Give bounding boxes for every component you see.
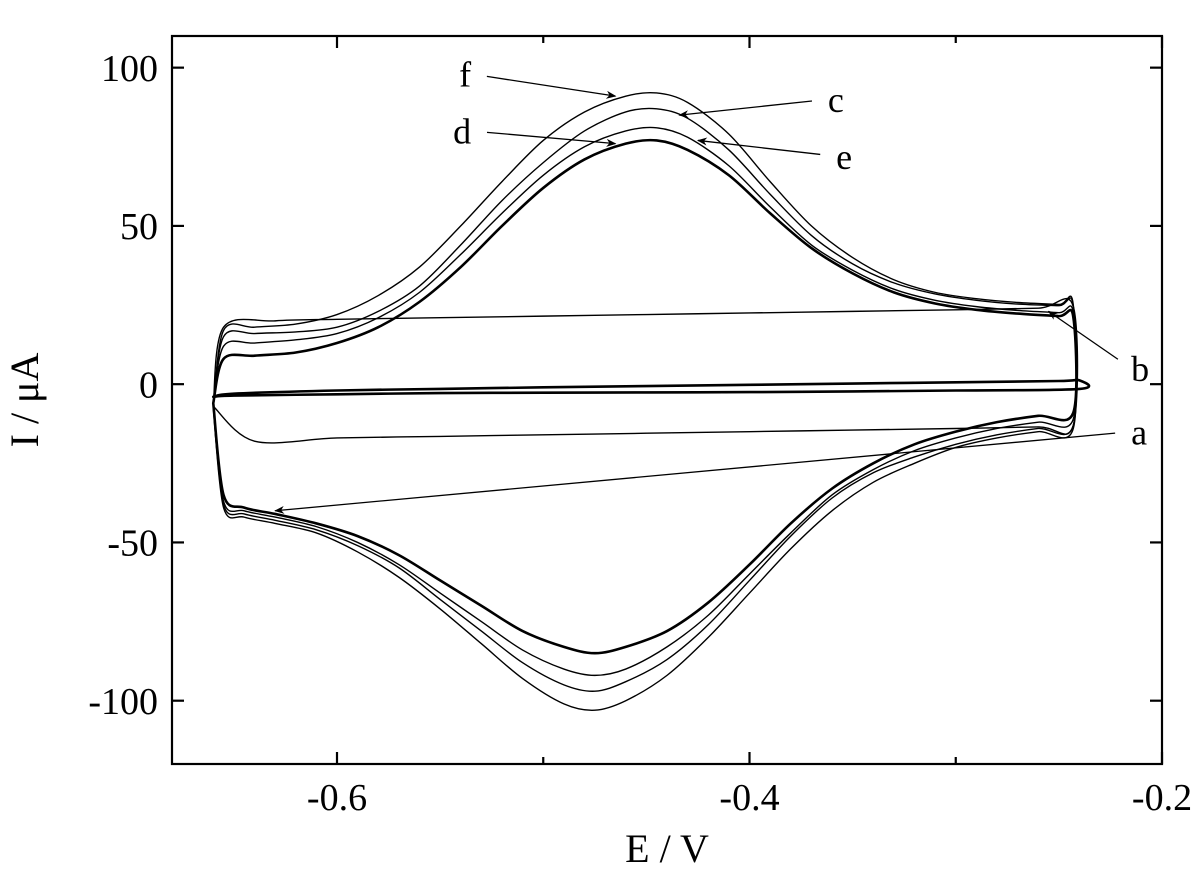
annotation-label-f: f — [459, 55, 471, 95]
annotation-arrow-a — [275, 433, 1115, 511]
y-tick-label: 50 — [120, 206, 158, 248]
y-tick-label: 0 — [139, 364, 158, 406]
curve-f — [213, 93, 1076, 711]
curve-c — [213, 108, 1076, 691]
y-tick-label: -50 — [107, 523, 158, 565]
x-tick-label: -0.4 — [719, 777, 779, 819]
annotation-arrow-e — [698, 140, 820, 154]
chart-svg: -0.6 -0.4 -0.2 -100 -50 0 50 100 E / V I / μA fd ce… — [0, 0, 1198, 879]
curve-d — [213, 140, 1076, 653]
x-tick-label: -0.6 — [307, 777, 367, 819]
y-tick-label: -100 — [88, 681, 158, 723]
annotation-arrow-c — [679, 101, 812, 115]
y-axis-label: I / μA — [2, 353, 47, 448]
plot-border — [172, 36, 1162, 764]
annotation-label-c: c — [828, 80, 844, 120]
annotation-arrow-b — [1049, 311, 1118, 359]
annotation-label-b: b — [1131, 349, 1149, 389]
cv-chart: -0.6 -0.4 -0.2 -100 -50 0 50 100 E / V I / μA fd ce… — [0, 0, 1198, 879]
annotation-label-e: e — [836, 137, 852, 177]
x-tick-label: -0.2 — [1132, 777, 1192, 819]
curve-e — [213, 127, 1076, 675]
curve-b — [213, 299, 1077, 443]
curve-a — [213, 380, 1089, 397]
annotation-label-d: d — [453, 112, 471, 152]
x-axis-label: E / V — [625, 826, 709, 871]
annotation-arrow-f — [487, 76, 616, 96]
y-tick-label: 100 — [101, 48, 158, 90]
annotation-label-a: a — [1131, 412, 1147, 452]
